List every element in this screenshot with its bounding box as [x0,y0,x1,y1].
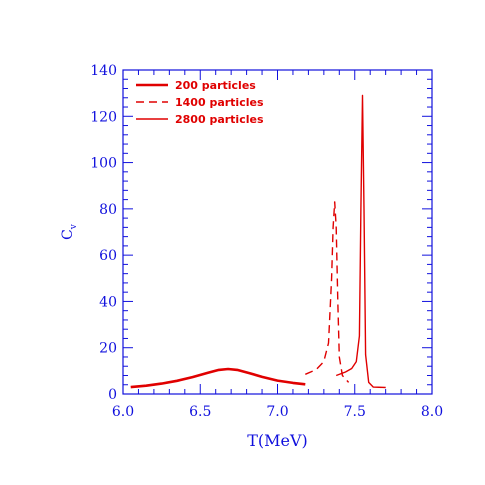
plot-frame [122,69,433,395]
y-tick-label: 20 [99,341,117,357]
legend-label: 2800 particles [175,113,264,126]
x-tick-label: 6.0 [112,404,134,420]
y-axis-label-main: C [60,229,76,240]
y-tick-label: 140 [90,63,117,79]
series-layer [130,94,386,389]
y-tick-label: 60 [99,248,117,264]
y-tick-label: 0 [108,387,117,403]
y-tick-label: 40 [99,294,117,310]
tick-labels: 6.0 6.5 7.0 7.5 8.0 0 20 40 60 80 100 120 140 [90,63,443,420]
y-tick-label: 100 [90,156,117,172]
axis-ticks [122,69,433,395]
x-tick-label: 8.0 [421,404,443,420]
legend-label: 200 particles [175,79,256,92]
series-line-1400-particles [305,201,350,383]
series-line-2800-particles [335,94,386,389]
x-axis-label: T(MeV) [247,431,308,450]
y-tick-label: 120 [90,109,117,125]
y-tick-label: 80 [99,202,117,218]
legend-label: 1400 particles [175,96,264,109]
x-tick-label: 7.0 [266,404,288,420]
y-axis-label-subscript: v [69,223,79,230]
legend: 200 particles 1400 particles 2800 particle… [136,79,264,126]
x-tick-label: 6.5 [189,404,211,420]
series-line-200-particles [130,367,306,389]
y-axis-label: Cv [60,223,79,240]
x-tick-label: 7.5 [344,404,366,420]
